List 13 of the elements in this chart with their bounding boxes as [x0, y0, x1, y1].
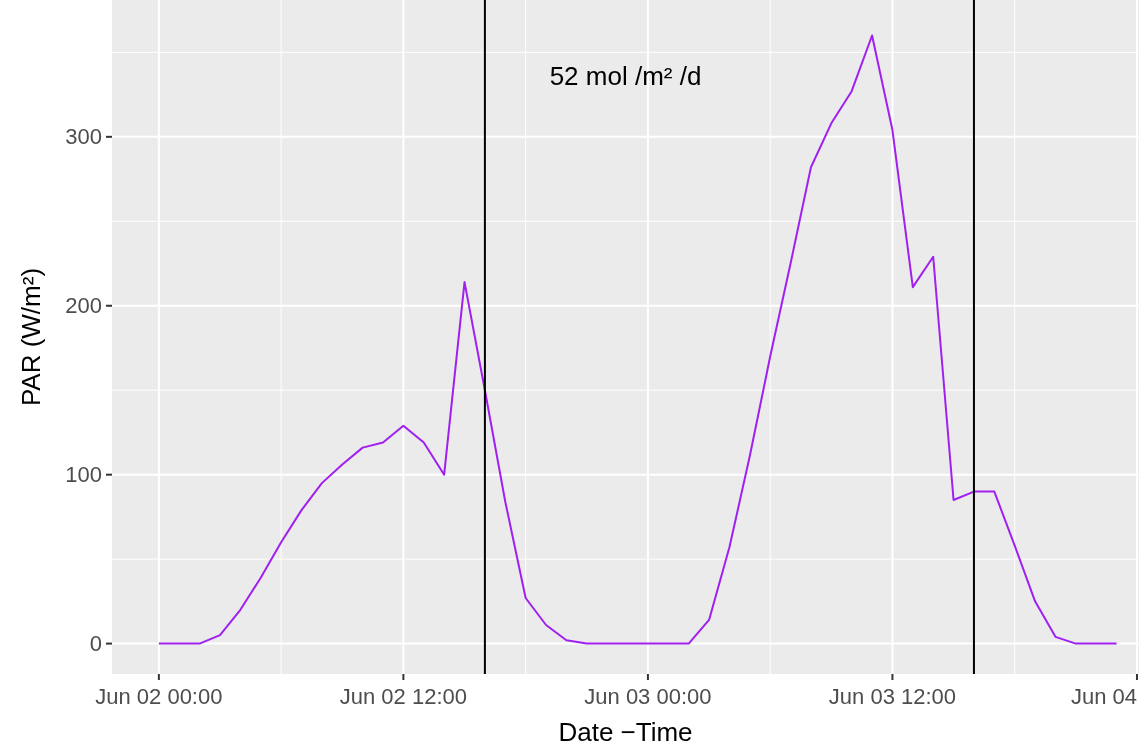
x-tick-label: Jun 02 12:00: [339, 684, 468, 709]
x-tick-label: Jun 03 12:00: [828, 684, 957, 709]
line-series: [157, 34, 1118, 645]
y-tick-label: 300: [65, 124, 102, 150]
y-tick-label: 200: [65, 293, 102, 319]
y-tick-label: 100: [65, 462, 102, 488]
x-tick-label: Jun 04: [1070, 684, 1137, 709]
x-tick-label: Jun 03 00:00: [584, 684, 712, 709]
annotation: 52 mol /m² /d: [549, 60, 702, 91]
y-tick-label: 0: [89, 631, 102, 657]
x-axis-title: Date −Time: [558, 717, 693, 747]
x-tick-label: Jun 02 00:00: [95, 684, 223, 709]
y-axis-title: PAR (W/m²): [16, 267, 46, 407]
